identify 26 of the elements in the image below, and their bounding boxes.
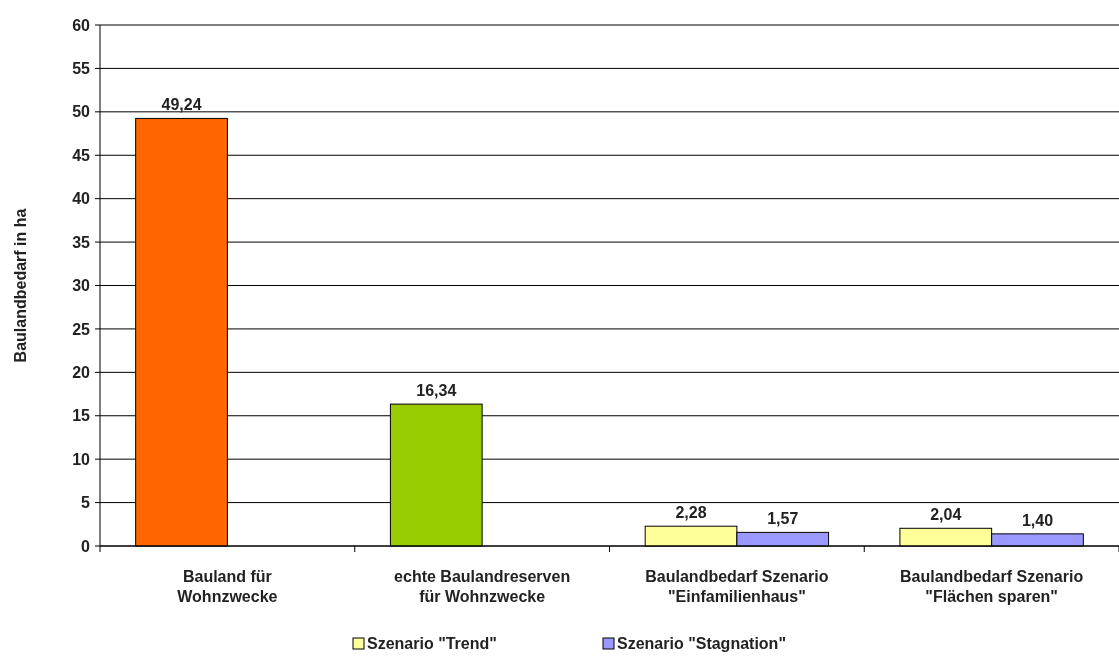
legend-label: Szenario "Trend" <box>367 635 497 652</box>
data-label: 16,34 <box>416 382 457 400</box>
data-label: 49,24 <box>161 96 202 114</box>
data-label: 1,40 <box>1021 511 1054 529</box>
y-tick-label: 15 <box>72 407 91 425</box>
y-tick-label: 60 <box>72 16 91 34</box>
x-tick-label: Baulandbedarf Szenario "Einfamilienhaus" <box>645 568 829 605</box>
y-tick-label: 5 <box>81 494 91 512</box>
y-tick-label: 20 <box>72 363 91 381</box>
y-tick-label: 10 <box>72 450 91 468</box>
data-label: 2,28 <box>675 504 707 522</box>
x-tick-label: echte Baulandreserven für Wohnzwecke <box>394 568 571 605</box>
y-tick-label: 50 <box>72 103 91 121</box>
y-tick-label: 25 <box>72 320 91 338</box>
y-tick-label: 0 <box>81 537 91 555</box>
data-label: 1,57 <box>767 510 799 528</box>
legend-label: Szenario "Stagnation" <box>617 635 786 652</box>
y-tick-label: 55 <box>72 60 91 78</box>
y-axis-title: Baulandbedarf in ha <box>12 208 29 363</box>
data-label: 2,04 <box>930 506 962 524</box>
y-tick-label: 35 <box>72 233 91 251</box>
y-tick-label: 40 <box>72 190 91 208</box>
x-tick-label: Baulandbedarf Szenario "Flächen sparen" <box>900 568 1084 605</box>
y-tick-label: 45 <box>72 146 91 164</box>
x-tick-label: Bauland für Wohnzwecke <box>177 568 278 605</box>
y-tick-label: 30 <box>72 277 91 295</box>
